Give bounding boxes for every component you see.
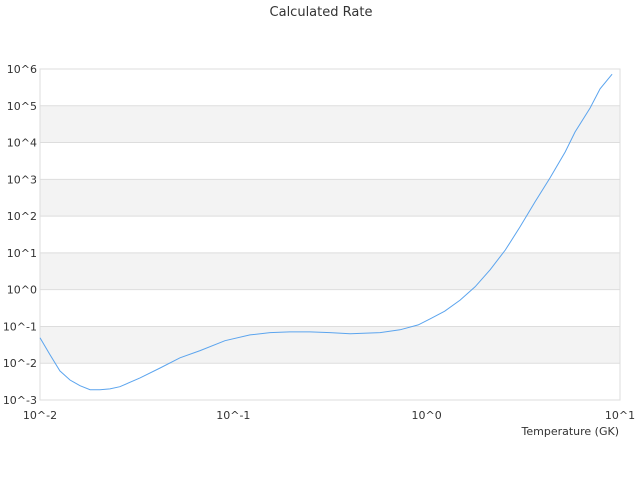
y-tick-label: 10^-2 <box>3 357 37 370</box>
plot-frame <box>39 68 621 401</box>
y-tick-label: 10^1 <box>7 247 37 260</box>
series-line <box>39 73 613 391</box>
x-tick-label: 10^-1 <box>216 409 250 422</box>
y-tick-label: 10^-3 <box>3 394 37 407</box>
grid-band <box>40 179 620 217</box>
chart-title: Calculated Rate <box>270 5 373 20</box>
y-tick-label: 10^6 <box>7 63 37 76</box>
y-tick-label: 10^3 <box>7 173 37 186</box>
grid-band <box>40 105 620 143</box>
x-tick-label: 10^0 <box>412 409 442 422</box>
y-tick-label: 10^5 <box>7 100 37 113</box>
y-tick-label: 10^0 <box>7 284 37 297</box>
grid-band <box>40 326 620 364</box>
y-tick-label: 10^-1 <box>3 320 37 333</box>
y-tick-label: 10^4 <box>7 137 37 150</box>
x-axis-label: Temperature (GK) <box>521 425 620 438</box>
x-tick-label: 10^-2 <box>23 409 57 422</box>
y-tick-label: 10^2 <box>7 210 37 223</box>
grid-band <box>40 252 620 290</box>
x-tick-label: 10^1 <box>605 409 635 422</box>
